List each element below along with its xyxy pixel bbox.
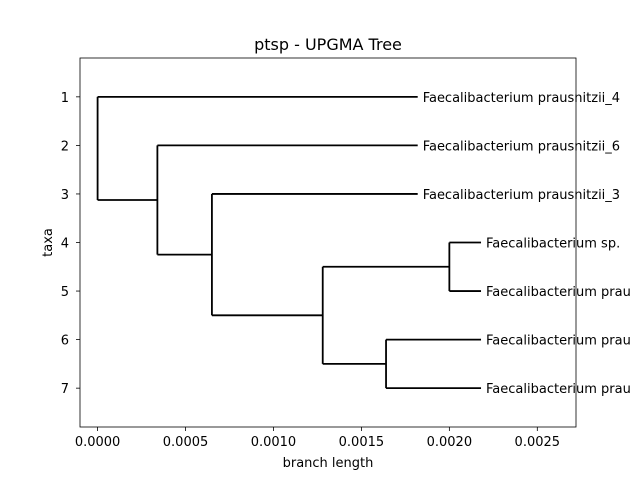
x-tick-label: 0.0015 (339, 435, 385, 450)
leaf-label: Faecalibacterium sp. (486, 237, 620, 252)
leaf-label: Faecalibacterium prausnitzii_6 (423, 139, 620, 154)
y-tick-label: 7 (61, 382, 69, 397)
tree-branches (96, 95, 482, 390)
y-tick-label: 3 (61, 188, 69, 203)
leaf-labels: Faecalibacterium prausnitzii_4 Faecalibac… (423, 91, 631, 397)
x-tick-label: 0.0000 (75, 435, 121, 450)
y-axis-label: taxa (41, 228, 56, 257)
y-tick-label: 4 (61, 237, 69, 252)
chart-title: ptsp - UPGMA Tree (254, 35, 402, 54)
y-tick-label: 5 (61, 285, 69, 300)
x-tick-label: 0.0005 (163, 435, 209, 450)
leaf-label: Faecalibacterium prau (486, 382, 631, 397)
x-axis-label: branch length (283, 456, 374, 471)
y-axis-ticks: 1 2 3 4 5 6 7 (61, 91, 80, 397)
leaf-label: Faecalibacterium prau (486, 285, 631, 300)
y-tick-label: 2 (61, 139, 69, 154)
x-tick-label: 0.0010 (251, 435, 297, 450)
plot-frame (79, 57, 577, 428)
y-tick-label: 1 (61, 91, 69, 106)
leaf-label: Faecalibacterium prausnitzii_3 (423, 188, 620, 203)
y-tick-label: 6 (61, 334, 69, 349)
x-axis-ticks: 0.0000 0.0005 0.0010 0.0015 0.0020 0.0025 (75, 427, 560, 450)
x-tick-label: 0.0025 (515, 435, 561, 450)
leaf-label: Faecalibacterium prau (486, 334, 631, 349)
x-tick-label: 0.0020 (427, 435, 473, 450)
leaf-label: Faecalibacterium prausnitzii_4 (423, 91, 620, 106)
